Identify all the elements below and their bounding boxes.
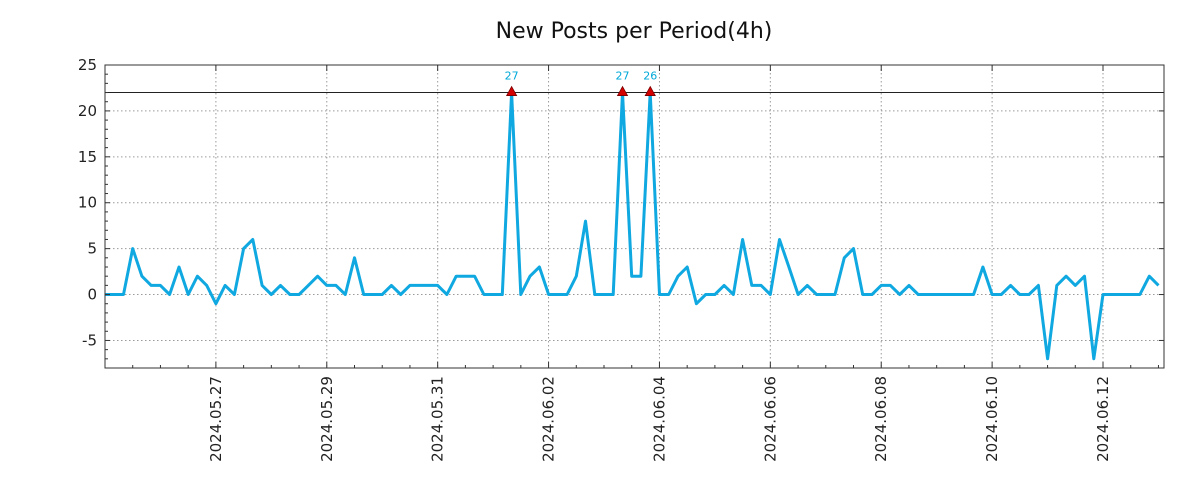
peak-marker — [505, 85, 518, 96]
chart-title: New Posts per Period(4h) — [496, 19, 773, 44]
x-tick-label: 2024.06.02 — [540, 376, 558, 462]
x-tick-label: 2024.05.29 — [318, 376, 336, 462]
x-tick-label: 2024.06.04 — [650, 376, 668, 462]
x-tick-label: 2024.05.31 — [429, 376, 447, 462]
axes: -5 0 5 10 15 20 25 2024.05.27 2024.05.29 2024.05.… — [78, 56, 1164, 462]
y-tick-label: 0 — [87, 286, 97, 304]
x-tick-label: 2024.05.27 — [207, 376, 225, 462]
peak-label: 26 — [643, 70, 657, 83]
y-tick-label: 5 — [87, 240, 97, 258]
x-tick-label: 2024.06.10 — [983, 376, 1001, 462]
series-group — [105, 91, 1160, 361]
y-tick-label: 15 — [78, 148, 97, 166]
y-tick-label: 10 — [78, 194, 97, 212]
y-tick-label: 25 — [78, 56, 97, 74]
plot-frame — [104, 64, 1165, 369]
peak-label: 27 — [616, 70, 630, 83]
series-line — [105, 91, 1160, 361]
peak-marker — [644, 85, 656, 96]
x-tick-label: 2024.06.12 — [1094, 376, 1112, 462]
peak-marker — [616, 85, 629, 96]
y-tick-label: 20 — [78, 102, 97, 120]
y-tick-label: -5 — [82, 331, 97, 349]
x-tick-label: 2024.06.08 — [872, 376, 890, 462]
x-tick-label: 2024.06.06 — [761, 376, 779, 462]
grid — [105, 65, 1164, 368]
peak-markers: 27 27 26 — [505, 70, 657, 96]
peak-label: 27 — [505, 70, 519, 83]
